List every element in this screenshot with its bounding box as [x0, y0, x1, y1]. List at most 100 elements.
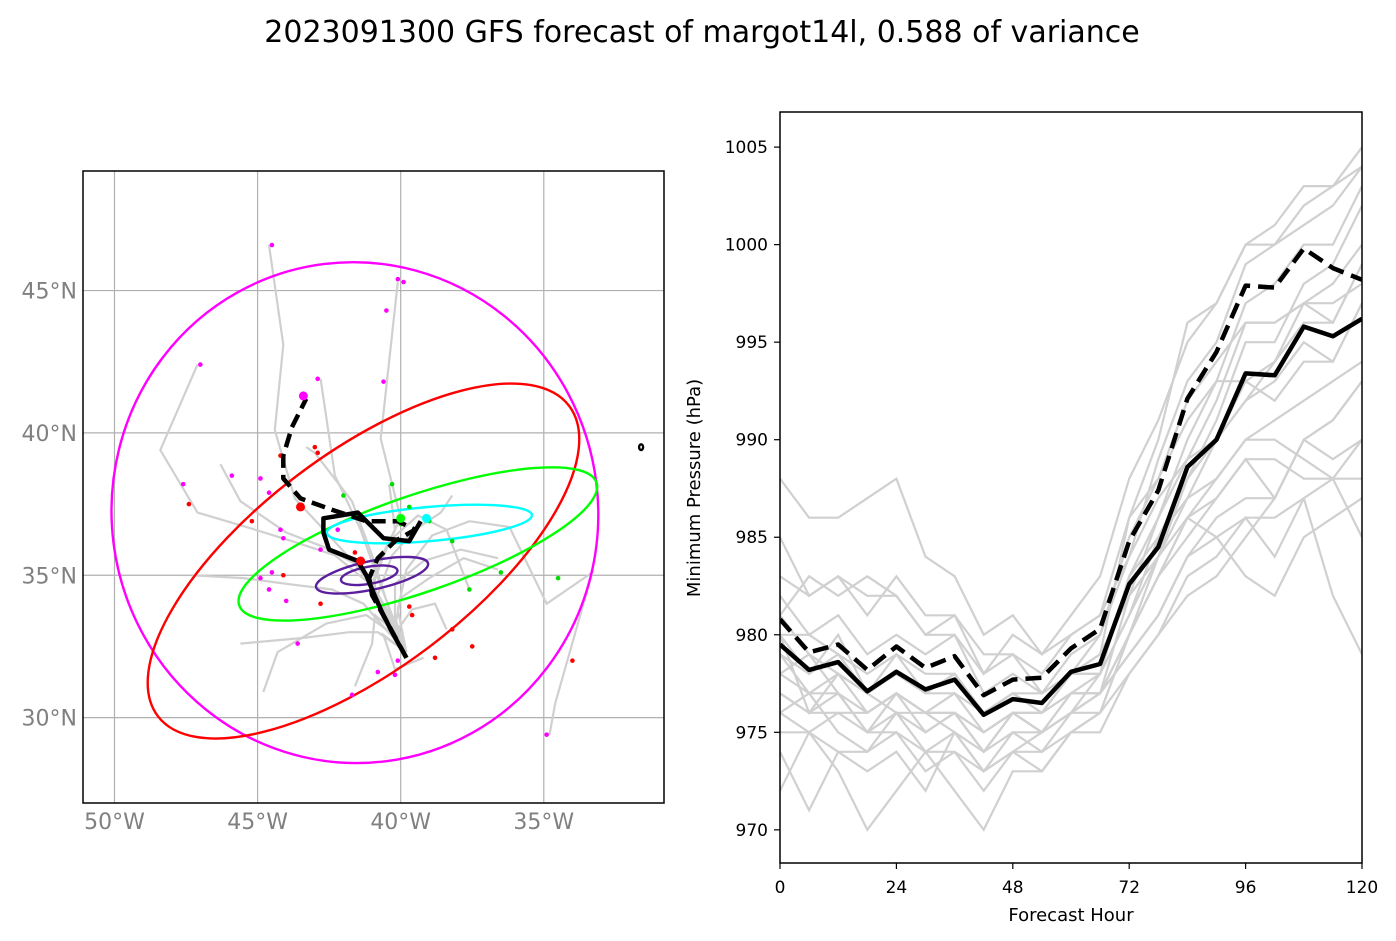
- ensemble-pressure-line: [780, 243, 1362, 715]
- ensemble-pressure-line: [780, 282, 1362, 695]
- ensemble-endpoint: [544, 732, 549, 737]
- x-tick-label: 24: [886, 878, 908, 898]
- position-marker: [396, 513, 406, 523]
- position-marker: [356, 556, 366, 566]
- pressure-chart-panel: 0 24 48 72 96 120 970 975 980 985 990 995 1000 1005 F…: [684, 111, 1378, 926]
- ensemble-track: [305, 446, 408, 653]
- position-marker: [296, 502, 306, 512]
- ensemble-pressure-line: [780, 497, 1362, 715]
- map-lon-tick-label: 40°W: [370, 810, 431, 835]
- y-tick-label: 970: [736, 821, 768, 841]
- position-marker: [421, 513, 431, 523]
- y-tick-label: 1005: [725, 138, 768, 158]
- ensemble-endpoint: [384, 308, 389, 313]
- y-tick-label: 980: [736, 626, 768, 646]
- map-lat-tick-label: 30°N: [22, 707, 77, 732]
- ensemble-endpoint: [341, 493, 346, 498]
- uncertainty-ellipse: [325, 503, 534, 545]
- ensemble-endpoint: [269, 242, 275, 248]
- ensemble-track: [381, 632, 425, 671]
- ensemble-pressure-line: [780, 477, 1362, 773]
- ensemble-endpoint: [180, 481, 186, 487]
- pressure-plot-area: [780, 146, 1362, 832]
- ensemble-endpoint: [315, 450, 320, 456]
- y-tick-label: 985: [736, 528, 768, 548]
- map-frame: [82, 170, 665, 804]
- position-marker: [298, 391, 308, 401]
- ensemble-pressure-line: [780, 185, 1362, 774]
- ensemble-endpoint: [498, 570, 504, 575]
- ensemble-endpoint: [266, 490, 272, 495]
- x-tick-label: 120: [1346, 878, 1378, 898]
- ensemble-pressure-line: [780, 263, 1362, 676]
- y-tick-label: 990: [736, 431, 768, 451]
- ensemble-endpoint: [395, 276, 401, 282]
- ensemble-endpoint: [278, 527, 283, 533]
- mean-pressure-line: [780, 316, 1362, 718]
- ensemble-endpoint: [318, 601, 323, 607]
- x-axis-label: Forecast Hour: [1008, 905, 1134, 926]
- ensemble-track: [191, 574, 408, 653]
- ensemble-pressure-line: [780, 380, 1362, 754]
- x-tick-label: 0: [775, 878, 786, 898]
- ensemble-endpoint: [281, 535, 286, 541]
- map-gridlines: [83, 171, 664, 803]
- y-axis-label: Minimum Pressure (hPa): [684, 379, 705, 597]
- ensemble-endpoint: [401, 279, 406, 285]
- map-lat-tick-label: 45°N: [22, 280, 77, 305]
- ensemble-endpoint: [283, 598, 289, 604]
- ensemble-endpoint: [352, 550, 358, 555]
- ensemble-endpoint: [249, 518, 255, 524]
- ensemble-endpoint: [281, 572, 286, 578]
- y-tick-label: 975: [736, 723, 768, 743]
- pressure-tick-labels: 0 24 48 72 96 120 970 975 980 985 990 995 1000 1005: [725, 138, 1378, 898]
- y-tick-label: 1000: [725, 236, 768, 256]
- ensemble-endpoint: [469, 644, 475, 649]
- ensemble-pressure-line: [780, 302, 1362, 676]
- track-map-panel: 50°W 45°W 40°W 35°W 30°N 35°N 40°N 45°N: [22, 170, 665, 835]
- ensemble-endpoint: [318, 547, 323, 552]
- ensemble-endpoint: [570, 658, 575, 663]
- ensemble-endpoint: [409, 612, 415, 618]
- ensemble-pressure-line: [780, 146, 1362, 657]
- map-lon-tick-label: 35°W: [513, 810, 574, 835]
- map-lon-tick-label: 45°W: [227, 810, 288, 835]
- ensemble-track: [219, 463, 408, 653]
- y-tick-label: 995: [736, 333, 768, 353]
- ensemble-endpoint: [406, 504, 412, 510]
- uncertainty-ellipse: [637, 443, 645, 452]
- ensemble-endpoint: [315, 376, 320, 382]
- ensemble-endpoint: [406, 604, 412, 609]
- ensemble-endpoint: [229, 473, 235, 478]
- ensemble-endpoint: [432, 655, 438, 661]
- ensemble-endpoint: [266, 587, 272, 592]
- ensemble-endpoint: [258, 476, 263, 481]
- x-tick-label: 96: [1235, 878, 1257, 898]
- ensemble-endpoint: [312, 444, 318, 450]
- ensemble-endpoint: [381, 379, 386, 384]
- ensemble-endpoint: [392, 672, 398, 678]
- pressure-frame: [779, 111, 1363, 864]
- map-tick-labels: 50°W 45°W 40°W 35°W 30°N 35°N 40°N 45°N: [22, 280, 575, 835]
- ensemble-endpoint: [186, 501, 192, 507]
- ensemble-endpoint: [555, 575, 561, 581]
- x-tick-label: 48: [1002, 878, 1024, 898]
- ensemble-pressure-line: [780, 380, 1362, 734]
- ensemble-track: [396, 520, 595, 735]
- ensemble-endpoint: [258, 575, 263, 581]
- ensemble-endpoint: [375, 669, 381, 675]
- map-lat-tick-label: 40°N: [22, 422, 77, 447]
- ensemble-endpoint: [395, 658, 401, 663]
- ensemble-endpoint: [349, 692, 355, 698]
- map-lon-tick-label: 50°W: [84, 810, 145, 835]
- ensemble-track: [240, 631, 408, 654]
- ensemble-track: [262, 613, 408, 693]
- ensemble-endpoint: [467, 587, 472, 592]
- ensemble-pressure-line: [780, 263, 1362, 754]
- ensemble-endpoint: [295, 641, 300, 646]
- x-tick-label: 72: [1118, 878, 1140, 898]
- ensemble-endpoint: [449, 627, 455, 632]
- ensemble-endpoint: [449, 538, 455, 544]
- map-plot-area: [110, 242, 645, 765]
